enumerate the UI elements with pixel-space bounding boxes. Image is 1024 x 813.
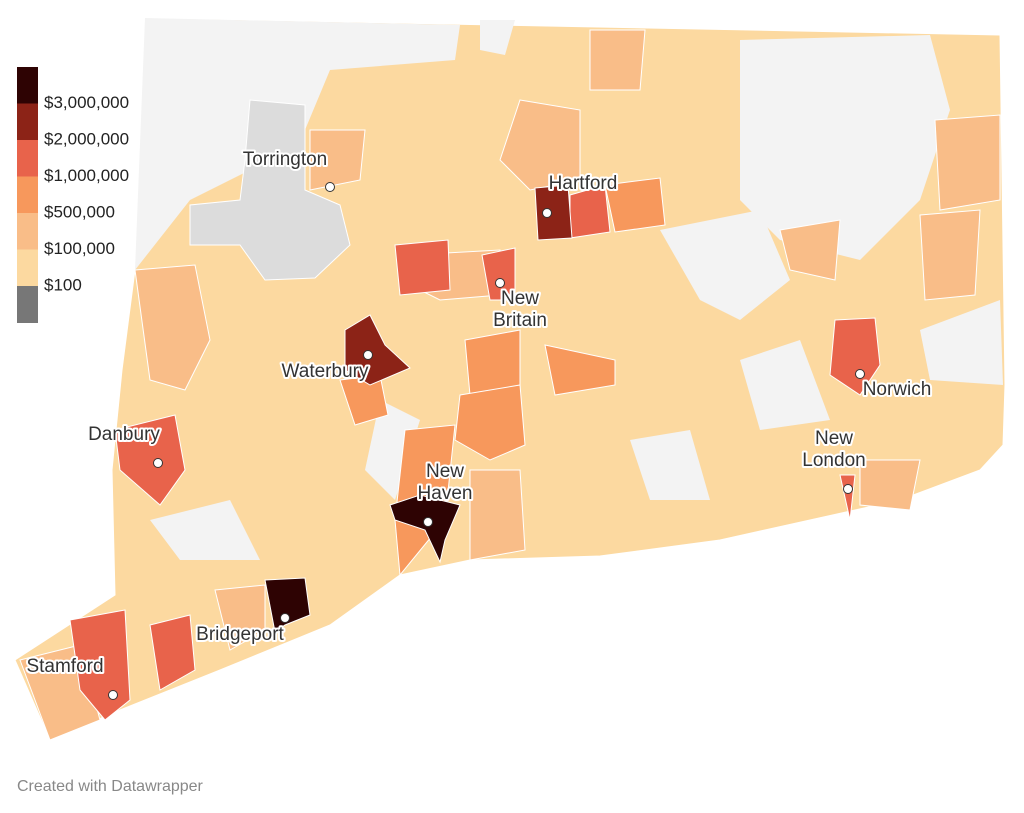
town	[309, 129, 366, 191]
town	[919, 209, 981, 301]
city-label: Torrington	[243, 149, 328, 170]
town	[829, 317, 881, 396]
empty-area	[630, 430, 710, 500]
legend-label: $100,000	[44, 239, 115, 258]
city-label: New Haven	[418, 461, 473, 504]
city-label: Hartford	[549, 173, 618, 194]
legend-swatch	[17, 286, 38, 323]
empty-area	[150, 500, 260, 560]
footer: Created with Datawrapper	[17, 778, 204, 795]
city-label: Waterbury	[282, 361, 369, 382]
city-label: New Britain	[493, 288, 547, 331]
town	[589, 29, 646, 91]
town	[344, 314, 411, 386]
legend-label: $500,000	[44, 202, 115, 221]
legend-swatch	[17, 249, 38, 287]
town	[469, 469, 526, 561]
no-data-area	[189, 99, 351, 281]
city-dot	[542, 208, 552, 218]
legend-swatch	[17, 176, 38, 214]
city-dot	[495, 278, 505, 288]
city-label: Stamford	[26, 656, 103, 677]
town	[604, 177, 666, 233]
city-label: Bridgeport	[196, 624, 284, 645]
city-label: New London	[802, 428, 865, 471]
empty-area	[135, 18, 460, 270]
town	[149, 614, 196, 691]
town	[934, 114, 1001, 211]
town	[481, 247, 516, 301]
town	[534, 184, 573, 241]
empty-area	[365, 400, 420, 500]
legend-label: $100	[44, 275, 82, 294]
legend-swatch	[17, 213, 38, 250]
town	[114, 414, 186, 506]
legend-label: $3,000,000	[44, 93, 129, 112]
city-dot	[280, 613, 290, 623]
empty-area	[740, 35, 950, 260]
empty-area	[660, 210, 790, 320]
empty-area	[920, 300, 1003, 385]
town	[779, 219, 841, 281]
city-dot	[843, 484, 853, 494]
town	[134, 264, 211, 391]
city-dot	[153, 458, 163, 468]
town	[859, 459, 921, 511]
city-dot	[855, 369, 865, 379]
town	[499, 99, 581, 191]
legend-swatch	[17, 103, 38, 141]
city-label: Norwich	[863, 379, 932, 400]
legend-label: $2,000,000	[44, 129, 129, 148]
city-dot	[325, 182, 335, 192]
city-dot	[108, 690, 118, 700]
town	[264, 577, 311, 633]
legend-swatch	[17, 140, 38, 177]
empty-area	[740, 340, 830, 430]
town	[544, 344, 616, 396]
town	[389, 494, 461, 564]
legend-label: $1,000,000	[44, 166, 129, 185]
legend-swatch	[17, 67, 38, 104]
town	[454, 384, 526, 461]
city-dot	[363, 350, 373, 360]
empty-area	[480, 20, 515, 55]
town	[214, 584, 266, 651]
town	[394, 239, 451, 296]
city-label: Danbury	[88, 424, 160, 445]
city-dot	[423, 517, 433, 527]
